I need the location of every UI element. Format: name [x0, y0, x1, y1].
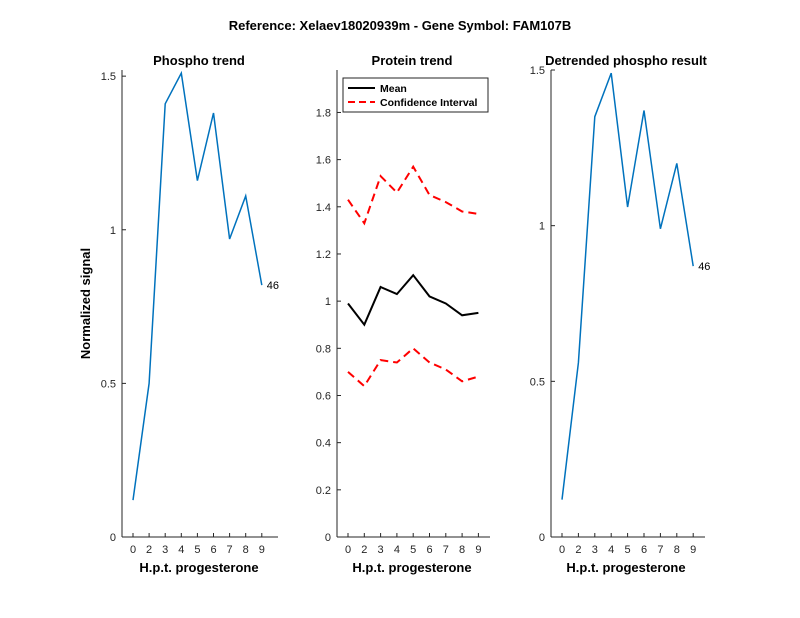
detrended-ytick-label: 1 — [539, 221, 545, 233]
detrended-series-detrended — [561, 72, 694, 500]
protein-series-confidence-interval — [347, 164, 479, 226]
protein-xtick-label: 4 — [394, 544, 400, 556]
phospho-ytick-label: 0.5 — [101, 378, 116, 390]
detrended-xtick-label: 9 — [690, 544, 696, 556]
protein-ytick-label: 0.4 — [316, 438, 331, 450]
legend-label: Mean — [380, 83, 407, 95]
protein-xtick-label: 0 — [345, 544, 351, 556]
phospho-xtick-label: 3 — [162, 544, 168, 556]
phospho-series-phospho — [132, 70, 263, 501]
legend-box — [342, 77, 489, 113]
detrended-xtick-label: 7 — [657, 544, 663, 556]
detrended-xtick-label: 3 — [592, 544, 598, 556]
protein-ytick-label: 0.8 — [316, 343, 331, 355]
protein-ytick-label: 0 — [325, 532, 331, 544]
detrended-end-label: 46 — [698, 261, 710, 273]
detrended-title: Detrended phospho result — [545, 53, 707, 68]
phospho-xtick-label: 4 — [178, 544, 184, 556]
protein-xtick-label: 8 — [459, 544, 465, 556]
detrended-xtick-label: 5 — [625, 544, 631, 556]
protein-ytick-label: 1.4 — [316, 202, 331, 214]
phospho-xlabel: H.p.t. progesterone — [139, 560, 258, 575]
detrended-ytick-label: 0.5 — [530, 376, 545, 388]
phospho-xtick-label: 0 — [130, 544, 136, 556]
detrended-xtick-label: 6 — [641, 544, 647, 556]
protein-panel: Protein trend 0 0.2 0.4 0.6 0.8 1 1.2 1.4 1.6 1.8 0… — [316, 53, 490, 575]
phospho-ytick-label: 0 — [110, 532, 116, 544]
protein-ytick-label: 1.6 — [316, 155, 331, 167]
protein-ytick-label: 1.8 — [316, 107, 331, 119]
protein-legend: Mean Confidence Interval — [342, 77, 489, 113]
phospho-xtick-label: 2 — [146, 544, 152, 556]
phospho-xtick-label: 7 — [227, 544, 233, 556]
phospho-ytick-label: 1.5 — [101, 71, 116, 83]
figure-suptitle: Reference: Xelaev18020939m - Gene Symbol… — [229, 18, 572, 33]
protein-ytick-label: 0.2 — [316, 485, 331, 497]
legend-label: Confidence Interval — [380, 97, 478, 109]
phospho-xtick-label: 6 — [210, 544, 216, 556]
protein-xtick-label: 6 — [426, 544, 432, 556]
detrended-xtick-label: 4 — [608, 544, 614, 556]
protein-xtick-label: 7 — [443, 544, 449, 556]
phospho-end-label: 46 — [267, 280, 279, 292]
protein-xtick-label: 2 — [361, 544, 367, 556]
detrended-xtick-label: 8 — [674, 544, 680, 556]
protein-xtick-label: 5 — [410, 544, 416, 556]
protein-series-mean — [347, 273, 479, 327]
protein-ytick-label: 1 — [325, 296, 331, 308]
protein-series-confidence-interval-lower — [347, 346, 479, 388]
phospho-ylabel: Normalized signal — [78, 248, 93, 359]
detrended-ytick-label: 1.5 — [530, 65, 545, 77]
phospho-ytick-label: 1 — [110, 225, 116, 237]
protein-xtick-label: 3 — [378, 544, 384, 556]
protein-ytick-label: 1.2 — [316, 249, 331, 261]
detrended-xtick-label: 0 — [559, 544, 565, 556]
protein-ytick-label: 0.6 — [316, 390, 331, 402]
protein-xtick-label: 9 — [475, 544, 481, 556]
phospho-xtick-label: 5 — [194, 544, 200, 556]
protein-title: Protein trend — [372, 53, 453, 68]
detrended-xtick-label: 2 — [575, 544, 581, 556]
phospho-xtick-label: 9 — [259, 544, 265, 556]
protein-xlabel: H.p.t. progesterone — [352, 560, 471, 575]
detrended-ytick-label: 0 — [539, 532, 545, 544]
detrended-xlabel: H.p.t. progesterone — [566, 560, 685, 575]
phospho-title: Phospho trend — [153, 53, 245, 68]
phospho-xtick-label: 8 — [243, 544, 249, 556]
